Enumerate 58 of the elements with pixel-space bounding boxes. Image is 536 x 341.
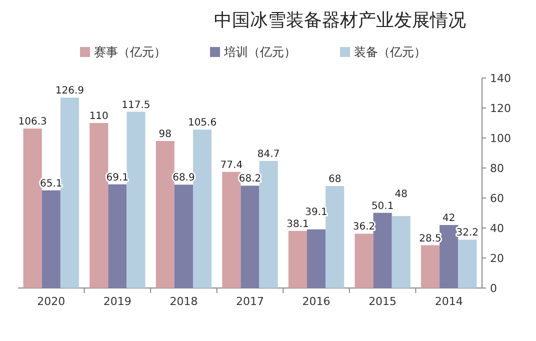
bar	[259, 160, 278, 288]
legend-label: 赛事（亿元）	[94, 45, 166, 59]
bar	[90, 123, 108, 288]
x-tick-label: 2015	[368, 295, 397, 308]
bar	[42, 190, 60, 288]
legend-label: 装备（亿元）	[354, 45, 426, 59]
bar	[392, 216, 410, 288]
legend-label: 培训（亿元）	[223, 45, 296, 59]
bar	[458, 240, 477, 288]
x-tick-label: 2018	[170, 295, 198, 308]
bar	[23, 128, 42, 288]
data-label: 105.6	[188, 118, 217, 129]
bar	[222, 172, 241, 288]
data-label: 50.1	[371, 200, 394, 212]
bar	[354, 234, 374, 288]
data-label: 106.3	[18, 116, 47, 128]
data-label: 98	[158, 129, 172, 140]
bar	[307, 229, 326, 288]
chart-title: 中国冰雪装备器材产业发展情况	[214, 10, 466, 31]
data-label: 117.5	[122, 100, 150, 111]
data-label: 68	[328, 174, 342, 185]
data-label: 68.9	[172, 172, 195, 184]
bar	[126, 112, 146, 288]
y-tick-label: 0	[490, 282, 497, 295]
data-label: 68.2	[238, 174, 262, 185]
bar	[440, 225, 458, 288]
y-tick-label: 80	[490, 162, 504, 175]
bar	[240, 186, 260, 288]
bar	[326, 186, 344, 288]
y-tick-label: 120	[490, 102, 511, 115]
y-tick-label: 40	[490, 222, 504, 235]
data-label: 69.1	[106, 172, 129, 184]
x-tick-label: 2020	[37, 295, 66, 308]
data-label: 126.9	[55, 86, 84, 97]
y-tick-label: 20	[490, 252, 504, 265]
y-tick-label: 60	[490, 192, 504, 205]
data-label: 48	[394, 188, 408, 200]
data-label: 77.4	[220, 160, 243, 171]
bar	[192, 130, 212, 288]
y-tick-label: 100	[490, 132, 511, 145]
data-label: 39.1	[305, 206, 328, 218]
bar	[373, 212, 392, 288]
data-label: 110	[89, 111, 108, 122]
x-tick-label: 2014	[434, 295, 463, 308]
bar	[421, 245, 440, 288]
x-tick-label: 2017	[236, 295, 264, 308]
y-tick-label: 140	[490, 72, 511, 85]
x-tick-label: 2016	[302, 295, 330, 308]
data-label: 38.1	[286, 218, 309, 230]
data-label: 42	[442, 213, 456, 224]
bar	[174, 184, 193, 288]
bar	[288, 230, 308, 288]
bar	[156, 141, 174, 288]
x-tick-label: 2019	[103, 295, 132, 308]
bar	[60, 98, 79, 288]
data-label: 65.1	[40, 178, 62, 190]
bar	[108, 184, 127, 288]
data-label: 84.7	[257, 148, 280, 160]
